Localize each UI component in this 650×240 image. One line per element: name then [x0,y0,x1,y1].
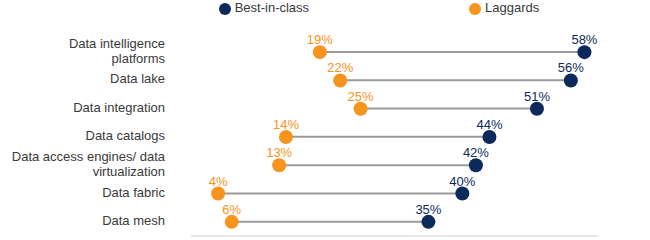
svg-text:Data access engines/ datavirtu: Data access engines/ datavirtualization [12,149,166,179]
html-text:Laggards: Laggards [485,0,540,15]
svg-text:Data intelligenceplatforms: Data intelligenceplatforms [69,36,166,66]
svg-text:19%: 19% [307,32,333,47]
svg-text:Data mesh: Data mesh [102,213,165,228]
svg-text:44%: 44% [476,117,502,132]
svg-text:6%: 6% [222,202,241,217]
svg-text:25%: 25% [348,89,374,104]
svg-text:Data lake: Data lake [110,72,165,87]
svg-text:Data catalogs: Data catalogs [86,128,166,143]
svg-text:Data integration: Data integration [73,100,165,115]
svg-text:35%: 35% [415,202,441,217]
svg-text:4%: 4% [209,174,228,189]
svg-text:Data fabric: Data fabric [102,185,165,200]
svg-text:56%: 56% [558,60,584,75]
svg-text:40%: 40% [449,174,475,189]
svg-text:42%: 42% [463,145,489,160]
svg-text:13%: 13% [266,145,292,160]
svg-text:14%: 14% [273,117,299,132]
svg-text:51%: 51% [524,89,550,104]
html-text:Best-in-class: Best-in-class [234,0,310,15]
svg-text:22%: 22% [327,60,353,75]
svg-text:58%: 58% [571,32,597,47]
